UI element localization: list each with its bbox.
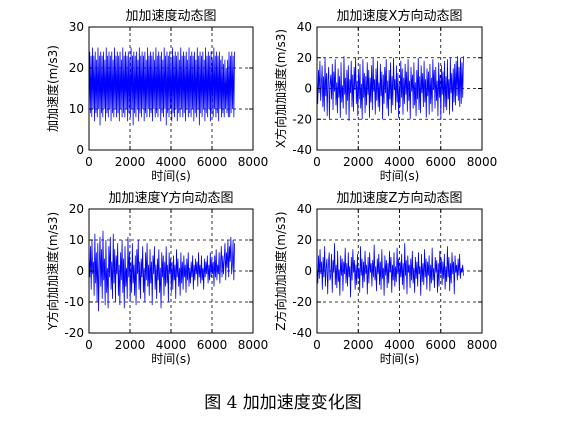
x-tick-label: 2000 xyxy=(343,155,374,169)
x-tick-label: 8000 xyxy=(467,338,498,352)
x-tick-label: 6000 xyxy=(197,155,228,169)
chart-title: 加加速度Y方向动态图 xyxy=(109,190,234,206)
y-tick-label: 30 xyxy=(69,20,84,34)
chart-panel-4: 0 2000 4000 6000 8000 -40 -20 0 20 40 加加速度Z方向动态图时间… xyxy=(273,190,497,366)
y-tick-label: 0 xyxy=(76,264,84,278)
y-axis-label: Y方向加加速度(m/s3) xyxy=(45,212,60,331)
series-line xyxy=(88,47,235,126)
x-tick-label: 0 xyxy=(313,338,321,352)
y-tick-label: 10 xyxy=(69,102,84,116)
x-tick-label: 4000 xyxy=(156,338,187,352)
series-line xyxy=(316,243,464,298)
y-tick-label: -20 xyxy=(292,295,312,309)
x-tick-label: 2000 xyxy=(115,338,146,352)
y-tick-label: 0 xyxy=(304,264,312,278)
y-tick-label: -20 xyxy=(64,326,84,340)
chart-title: 加加速度动态图 xyxy=(125,8,216,24)
x-axis-label: 时间(s) xyxy=(380,169,420,183)
x-tick-label: 0 xyxy=(85,338,93,352)
y-tick-label: 20 xyxy=(297,51,312,65)
y-tick-label: 10 xyxy=(69,233,84,247)
x-axis-label: 时间(s) xyxy=(380,352,420,366)
x-tick-label: 0 xyxy=(313,155,321,169)
chart-title: 加加速度Z方向动态图 xyxy=(337,190,463,206)
series-line xyxy=(88,230,235,312)
y-tick-label: 40 xyxy=(297,20,312,34)
x-tick-label: 6000 xyxy=(197,338,228,352)
x-tick-label: 8000 xyxy=(467,155,498,169)
y-tick-label: 40 xyxy=(297,202,312,216)
y-axis-label: Z方向加加速度(m/s3) xyxy=(273,211,288,330)
y-tick-label: 20 xyxy=(297,233,312,247)
y-tick-label: 0 xyxy=(76,143,84,157)
chart-panel-3: 0 2000 4000 6000 8000 -20 -10 0 10 20 加加速度Y方向动态图时间… xyxy=(45,190,268,366)
y-tick-label: -10 xyxy=(64,295,84,309)
y-tick-label: -40 xyxy=(292,326,312,340)
y-tick-label: 20 xyxy=(69,202,84,216)
y-tick-label: 0 xyxy=(304,82,312,96)
series-line xyxy=(316,56,464,121)
x-tick-label: 4000 xyxy=(384,338,415,352)
x-tick-label: 4000 xyxy=(384,155,415,169)
x-tick-label: 8000 xyxy=(238,338,269,352)
figure-caption: 图 4 加加速度变化图 xyxy=(204,393,362,413)
x-tick-label: 8000 xyxy=(238,155,269,169)
x-tick-label: 2000 xyxy=(343,338,374,352)
y-tick-label: -40 xyxy=(292,143,312,157)
x-tick-label: 2000 xyxy=(115,155,146,169)
x-tick-label: 6000 xyxy=(425,155,456,169)
chart-panel-2: 0 2000 4000 6000 8000 -40 -20 0 20 40 加加速度X方向动态图时间… xyxy=(273,8,497,183)
x-axis-label: 时间(s) xyxy=(151,352,191,366)
x-tick-label: 4000 xyxy=(156,155,187,169)
x-tick-label: 6000 xyxy=(425,338,456,352)
y-tick-label: -20 xyxy=(292,112,312,126)
y-tick-label: 20 xyxy=(69,61,84,75)
chart-title: 加加速度X方向动态图 xyxy=(337,8,463,24)
y-axis-label: X方向加加速度(m/s3) xyxy=(273,29,288,148)
x-axis-label: 时间(s) xyxy=(151,169,191,183)
y-axis-label: 加加速度(m/s3) xyxy=(45,45,60,132)
x-tick-label: 0 xyxy=(85,155,93,169)
